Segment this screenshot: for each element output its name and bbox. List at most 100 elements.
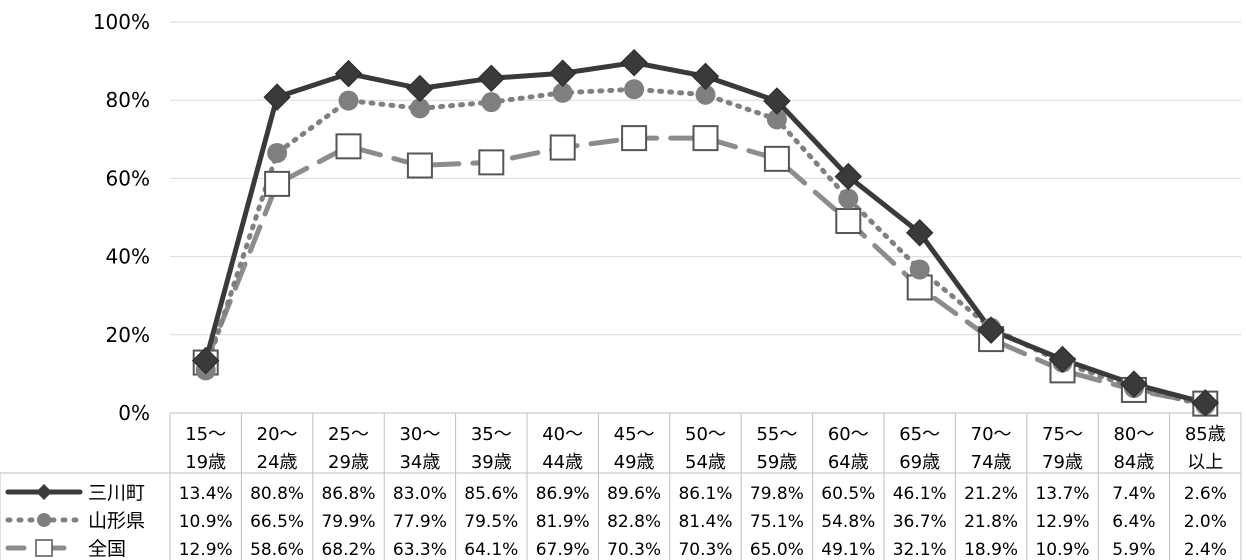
- data-point: [835, 208, 862, 235]
- x-tick-label: 35～: [471, 424, 512, 445]
- data-label: 68.2%: [321, 540, 375, 560]
- data-point: [263, 83, 291, 111]
- y-tick-label: 80%: [106, 88, 150, 112]
- data-label: 46.1%: [893, 484, 947, 504]
- data-point: [552, 82, 573, 103]
- data-point: [478, 149, 505, 176]
- data-point: [409, 98, 430, 119]
- square-icon: [35, 539, 53, 557]
- data-label: 80.8%: [250, 484, 304, 504]
- data-label: 79.8%: [750, 484, 804, 504]
- x-tick-label: 55～: [756, 424, 797, 445]
- data-label: 82.8%: [607, 512, 661, 532]
- data-point: [1191, 389, 1220, 417]
- data-point: [406, 74, 434, 103]
- x-tick-label: 64歳: [828, 452, 869, 473]
- data-point: [624, 79, 645, 100]
- data-label: 13.7%: [1035, 484, 1089, 504]
- legend-label: 山形県: [88, 510, 145, 532]
- series-line: [203, 135, 1208, 407]
- legend-label: 三川町: [88, 482, 145, 504]
- data-point: [481, 92, 502, 113]
- x-tick-label: 30～: [399, 424, 440, 445]
- data-label: 7.4%: [1112, 484, 1155, 504]
- data-label: 5.9%: [1112, 540, 1155, 560]
- data-point: [909, 259, 930, 280]
- data-point: [549, 134, 576, 161]
- data-point: [335, 133, 362, 160]
- data-label: 58.6%: [250, 540, 304, 560]
- series-lines: [191, 48, 1220, 417]
- x-tick-label: 65～: [899, 424, 940, 445]
- x-tick-label: 69歳: [899, 452, 940, 473]
- x-tick-label: 40～: [542, 424, 583, 445]
- data-label: 81.4%: [678, 512, 732, 532]
- x-tick-label: 44歳: [542, 452, 583, 473]
- data-label: 77.9%: [393, 512, 447, 532]
- data-label: 79.5%: [464, 512, 518, 532]
- data-label: 6.4%: [1112, 512, 1155, 532]
- data-label: 65.0%: [750, 540, 804, 560]
- data-point: [267, 142, 288, 163]
- data-point: [692, 125, 719, 152]
- data-table: 15～ 19歳 20～ 24歳 25～ 29歳 30～ 34歳 35～ 39歳 40～ 44歳 45～ 4…: [0, 412, 1242, 560]
- y-tick-label: 60%: [106, 166, 150, 190]
- legend-label: 全国: [88, 538, 126, 560]
- data-point: [834, 162, 863, 191]
- data-label: 2.4%: [1184, 540, 1227, 560]
- data-label: 18.9%: [964, 540, 1018, 560]
- data-label: 86.9%: [536, 484, 590, 504]
- x-tick-label: 15～: [185, 424, 226, 445]
- series-line: [203, 60, 1208, 406]
- data-label: 12.9%: [1035, 512, 1089, 532]
- x-tick-label: 39歳: [471, 452, 512, 473]
- data-label: 85.6%: [464, 484, 518, 504]
- data-point: [548, 59, 577, 87]
- data-label: 21.2%: [964, 484, 1018, 504]
- data-label: 21.8%: [964, 512, 1018, 532]
- data-label: 54.8%: [821, 512, 875, 532]
- data-label: 75.1%: [750, 512, 804, 532]
- x-tick-label: 29歳: [328, 452, 369, 473]
- data-point: [477, 64, 506, 93]
- y-tick-label: 0%: [118, 401, 150, 425]
- x-tick-label: 19歳: [185, 452, 226, 473]
- x-tick-label: 84歳: [1113, 452, 1154, 473]
- x-tick-label: 25～: [328, 424, 369, 445]
- data-point: [264, 170, 291, 197]
- data-label: 13.4%: [179, 484, 233, 504]
- data-label: 32.1%: [893, 540, 947, 560]
- data-label: 79.9%: [321, 512, 375, 532]
- x-tick-label: 75～: [1042, 424, 1083, 445]
- data-label: 64.1%: [464, 540, 518, 560]
- data-point: [1120, 370, 1148, 398]
- data-point: [905, 219, 934, 247]
- x-tick-label: 74歳: [971, 452, 1012, 473]
- data-label: 67.9%: [536, 540, 590, 560]
- circle-icon: [37, 513, 51, 527]
- data-label: 36.7%: [893, 512, 947, 532]
- data-label: 89.6%: [607, 484, 661, 504]
- data-label: 60.5%: [821, 484, 875, 504]
- x-tick-label: 79歳: [1042, 452, 1083, 473]
- x-tick-label: 20～: [257, 424, 298, 445]
- data-label: 83.0%: [393, 484, 447, 504]
- y-axis: 0% 20% 40% 60% 80% 100%: [93, 10, 150, 425]
- x-tick-label: 34歳: [399, 452, 440, 473]
- data-point: [691, 62, 720, 91]
- y-tick-label: 100%: [93, 10, 150, 34]
- data-point: [763, 145, 790, 172]
- x-tick-label: 80～: [1113, 424, 1154, 445]
- data-label: 70.3%: [607, 540, 661, 560]
- x-tick-label: 85歳: [1185, 424, 1226, 445]
- data-point: [695, 84, 716, 105]
- data-label: 2.6%: [1184, 484, 1227, 504]
- data-label: 86.8%: [321, 484, 375, 504]
- data-point: [620, 48, 648, 77]
- data-label: 12.9%: [179, 540, 233, 560]
- y-tick-label: 20%: [106, 323, 150, 347]
- diamond-icon: [36, 484, 52, 500]
- data-point: [977, 316, 1005, 344]
- x-tick-label: 70～: [971, 424, 1012, 445]
